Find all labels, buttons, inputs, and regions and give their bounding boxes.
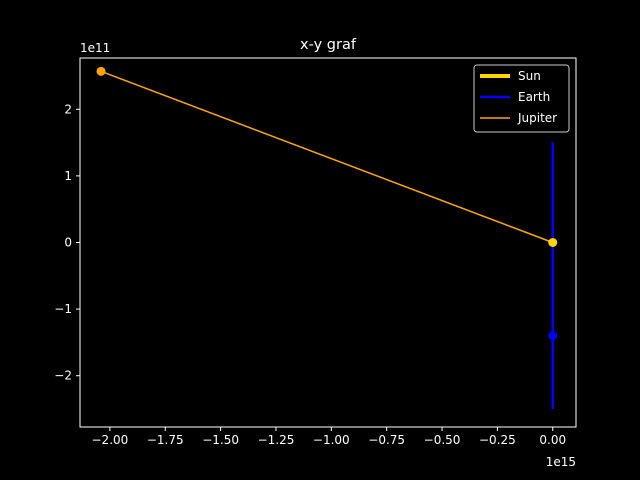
legend-label-earth: Earth xyxy=(518,90,550,104)
series-line-jupiter xyxy=(100,70,554,244)
y-tick-label: 0 xyxy=(64,236,72,250)
series-lines xyxy=(100,70,554,410)
y-offset-label: 1e11 xyxy=(80,41,110,55)
x-offset-label: 1e15 xyxy=(546,455,576,469)
legend-label-sun: Sun xyxy=(518,69,541,83)
x-tick-label: 0.00 xyxy=(539,433,566,447)
y-tick-label: 2 xyxy=(64,102,72,116)
chart-title: x-y graf xyxy=(300,37,357,53)
x-tick-label: −1.50 xyxy=(202,433,239,447)
y-axis: −2 −1 0 1 2 xyxy=(54,102,80,383)
y-tick-label: −2 xyxy=(54,369,72,383)
legend-label-jupiter: Jupiter xyxy=(517,111,557,125)
series-point-sun-top xyxy=(548,238,557,247)
x-tick-label: −1.75 xyxy=(147,433,184,447)
x-axis: −2.00 −1.75 −1.50 −1.25 −1.00 −0.75 −0.50 −0.25… xyxy=(92,427,566,447)
x-tick-label: −0.50 xyxy=(424,433,461,447)
x-tick-label: −1.00 xyxy=(313,433,350,447)
x-tick-label: −1.25 xyxy=(258,433,295,447)
series-point-jupiter xyxy=(96,66,106,76)
y-tick-label: 1 xyxy=(64,169,72,183)
x-tick-label: −0.75 xyxy=(368,433,405,447)
legend-box xyxy=(473,64,570,133)
series-point-earth xyxy=(548,331,558,341)
y-tick-label: −1 xyxy=(54,302,72,316)
x-tick-label: −0.25 xyxy=(479,433,516,447)
x-tick-label: −2.00 xyxy=(92,433,129,447)
legend: Sun Earth Jupiter xyxy=(473,64,570,133)
series-points xyxy=(96,66,558,341)
